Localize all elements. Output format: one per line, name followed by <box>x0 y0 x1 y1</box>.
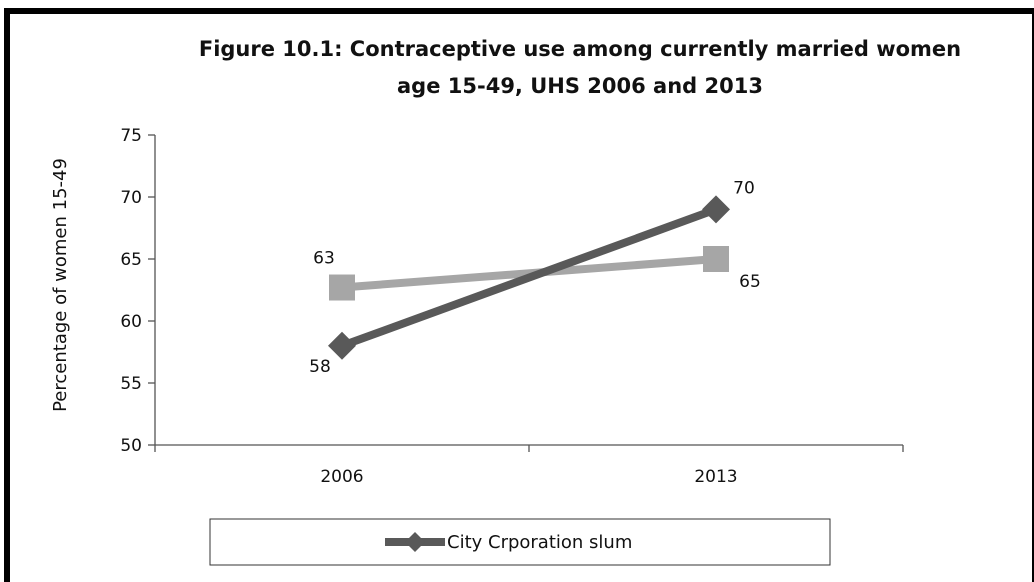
y-tick-label: 55 <box>120 374 142 394</box>
series-line <box>341 255 717 292</box>
data-labels: 58 70 63 65 <box>309 178 761 376</box>
chart-title-line1: Figure 10.1: Contraceptive use among cur… <box>199 37 961 61</box>
data-label: 70 <box>733 178 755 198</box>
series-line <box>340 205 718 350</box>
data-label: 58 <box>309 357 331 377</box>
y-axis-label: Percentage of women 15-49 <box>50 158 71 412</box>
legend-box <box>209 518 831 566</box>
diamond-marker <box>702 195 730 224</box>
axes: 50 55 60 65 70 75 2006 2013 <box>120 126 904 487</box>
chart-title-line2: age 15-49, UHS 2006 and 2013 <box>397 74 763 98</box>
data-label: 63 <box>313 249 335 269</box>
y-tick-label: 50 <box>120 436 142 456</box>
diamond-marker <box>328 331 356 360</box>
y-tick-label: 70 <box>120 188 142 208</box>
y-tick-label: 60 <box>120 312 142 332</box>
data-label: 65 <box>739 272 761 292</box>
y-tick-label: 65 <box>120 250 142 270</box>
legend-label: City Crporation slum <box>447 532 632 553</box>
square-marker <box>329 274 355 301</box>
square-marker <box>703 246 729 272</box>
chart-frame <box>4 8 1034 582</box>
y-tick-label: 75 <box>120 126 142 146</box>
x-tick-label: 2013 <box>694 467 737 487</box>
x-tick-label: 2006 <box>320 467 363 487</box>
series-layer <box>328 195 730 360</box>
legend-diamond-marker <box>405 532 425 552</box>
